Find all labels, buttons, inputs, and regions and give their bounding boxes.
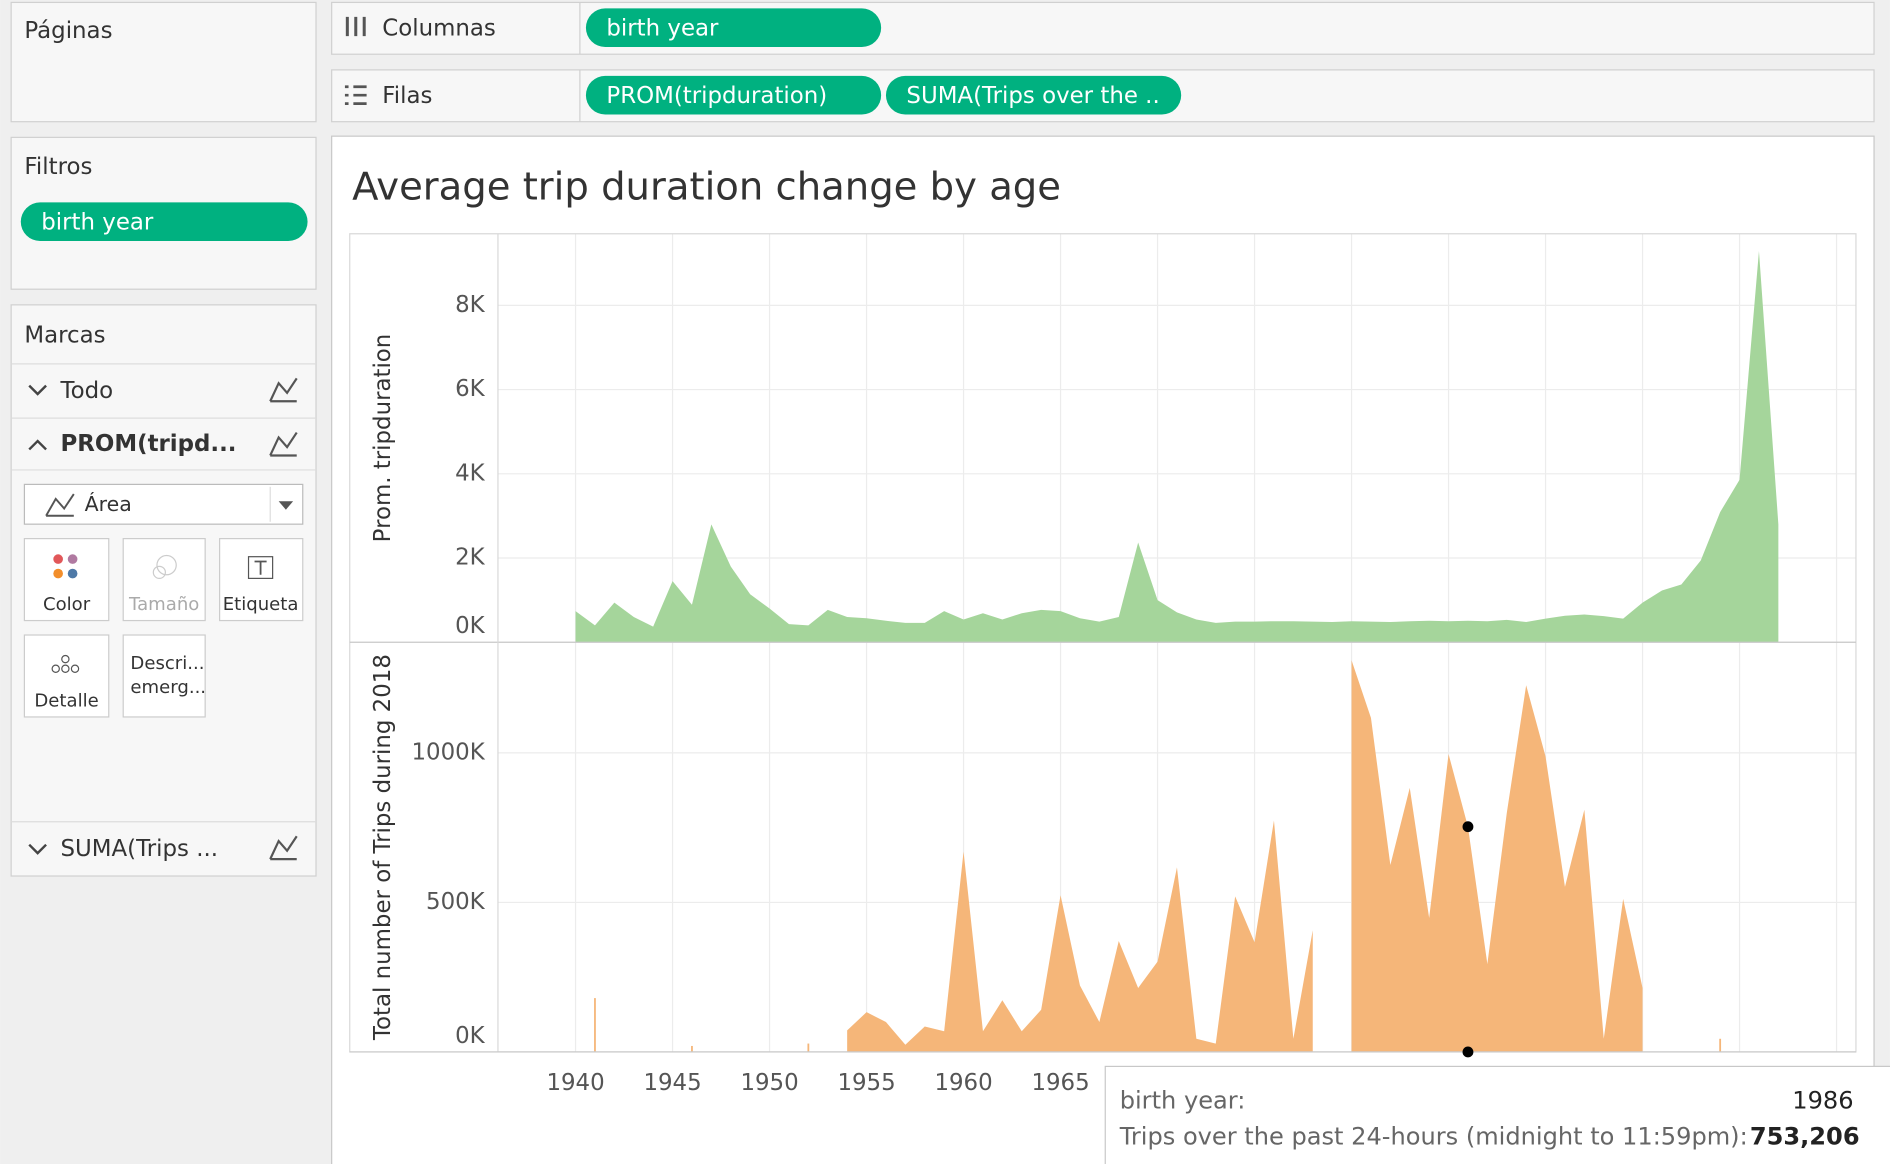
card-label[interactable]: Detalle [34, 690, 98, 711]
row-pill-text[interactable]: PROM(tripduration) [606, 83, 827, 109]
tooltip: birth year: 1986 Trips over the past 24-… [1104, 1065, 1890, 1164]
card-label[interactable]: Color [43, 594, 91, 615]
y-tick-label: 2K [455, 545, 486, 571]
tooltip-box [1104, 1065, 1890, 1164]
marks-sum[interactable]: SUMA(Trips ... [61, 836, 218, 862]
area [1351, 660, 1643, 1052]
y-tick-label: 8K [455, 292, 486, 318]
chevron-down[interactable] [28, 843, 47, 855]
rows-label: Filas [382, 83, 432, 109]
filter-pill-text[interactable]: birth year [41, 209, 154, 235]
tooltip-value: 1986 [1792, 1086, 1853, 1114]
mark-type[interactable]: Área [85, 491, 132, 516]
tooltip-label: birth year: [1120, 1086, 1246, 1114]
x-tick-label: 1950 [740, 1070, 798, 1096]
card-label[interactable]: Descri... [130, 653, 204, 674]
chevron-down[interactable] [28, 384, 47, 396]
columns-shelf [331, 1, 1875, 55]
tooltip-label: Trips over the past 24-hours (midnight t… [1119, 1122, 1748, 1150]
y-tick-label: 500K [426, 889, 486, 915]
pages-title: Páginas [24, 18, 112, 44]
size-card[interactable] [122, 538, 206, 622]
icon [61, 654, 70, 664]
detail-card[interactable] [23, 634, 110, 718]
y-axis-title: Prom. tripduration [370, 334, 396, 543]
icon [70, 664, 80, 673]
column-pill[interactable] [585, 8, 882, 47]
y-tick-label: 1000K [411, 739, 485, 765]
marks-prom[interactable]: PROM(tripd... [61, 431, 237, 457]
columns-icon [345, 16, 366, 37]
area [575, 251, 1779, 643]
x-tick-label: 1945 [643, 1070, 701, 1096]
filters-title: Filtros [24, 154, 92, 180]
icon [53, 568, 63, 579]
filter-pill[interactable] [20, 202, 308, 241]
row-pill-text[interactable]: SUMA(Trips over the .. [906, 83, 1159, 109]
area-icon [269, 377, 298, 403]
icon [67, 568, 78, 579]
icon [254, 560, 267, 575]
y-axis-title: Total number of Trips during 2018 [370, 654, 396, 1041]
y-tick-label: 0K [455, 613, 486, 639]
label-card[interactable] [219, 538, 304, 622]
icon [67, 554, 78, 564]
color-card[interactable] [23, 538, 110, 622]
tooltip-card[interactable] [122, 634, 206, 718]
row-pill[interactable] [885, 75, 1182, 115]
x-tick-label: 1960 [934, 1070, 992, 1096]
chevron-up[interactable] [28, 439, 47, 451]
dropdown-arrow[interactable] [278, 501, 294, 510]
highlight-base [1462, 1046, 1474, 1058]
card-label[interactable]: Tamaño [128, 594, 199, 615]
card-label[interactable]: Etiqueta [223, 594, 299, 615]
column-pill-text[interactable]: birth year [606, 15, 719, 41]
columns-label: Columnas [382, 15, 496, 41]
icon [51, 664, 60, 673]
row-pill[interactable] [585, 75, 882, 115]
area [847, 820, 1313, 1052]
icon [61, 664, 70, 673]
icon [247, 556, 274, 579]
tooltip-value: 753,206 [1750, 1122, 1860, 1150]
area-icon [269, 835, 298, 861]
mark-type-dropdown[interactable] [23, 483, 304, 525]
icon [152, 565, 166, 579]
chart-title: Average trip duration change by age [352, 165, 1061, 210]
card-label[interactable]: emerg... [130, 677, 206, 698]
x-tick-label: 1965 [1031, 1070, 1089, 1096]
marks-all[interactable]: Todo [60, 378, 114, 404]
y-tick-label: 0K [455, 1023, 486, 1049]
marks-title: Marcas [24, 323, 105, 349]
icon [156, 554, 177, 576]
x-tick-label: 1955 [837, 1070, 895, 1096]
y-tick-label: 4K [455, 460, 486, 486]
y-tick-label: 6K [455, 376, 486, 402]
highlight-point [1462, 821, 1474, 833]
area-icon [45, 493, 75, 517]
icon [53, 554, 63, 564]
rows-icon [344, 85, 367, 105]
x-tick-label: 1940 [546, 1070, 604, 1096]
area-icon [269, 431, 298, 457]
pages-panel [10, 1, 317, 123]
